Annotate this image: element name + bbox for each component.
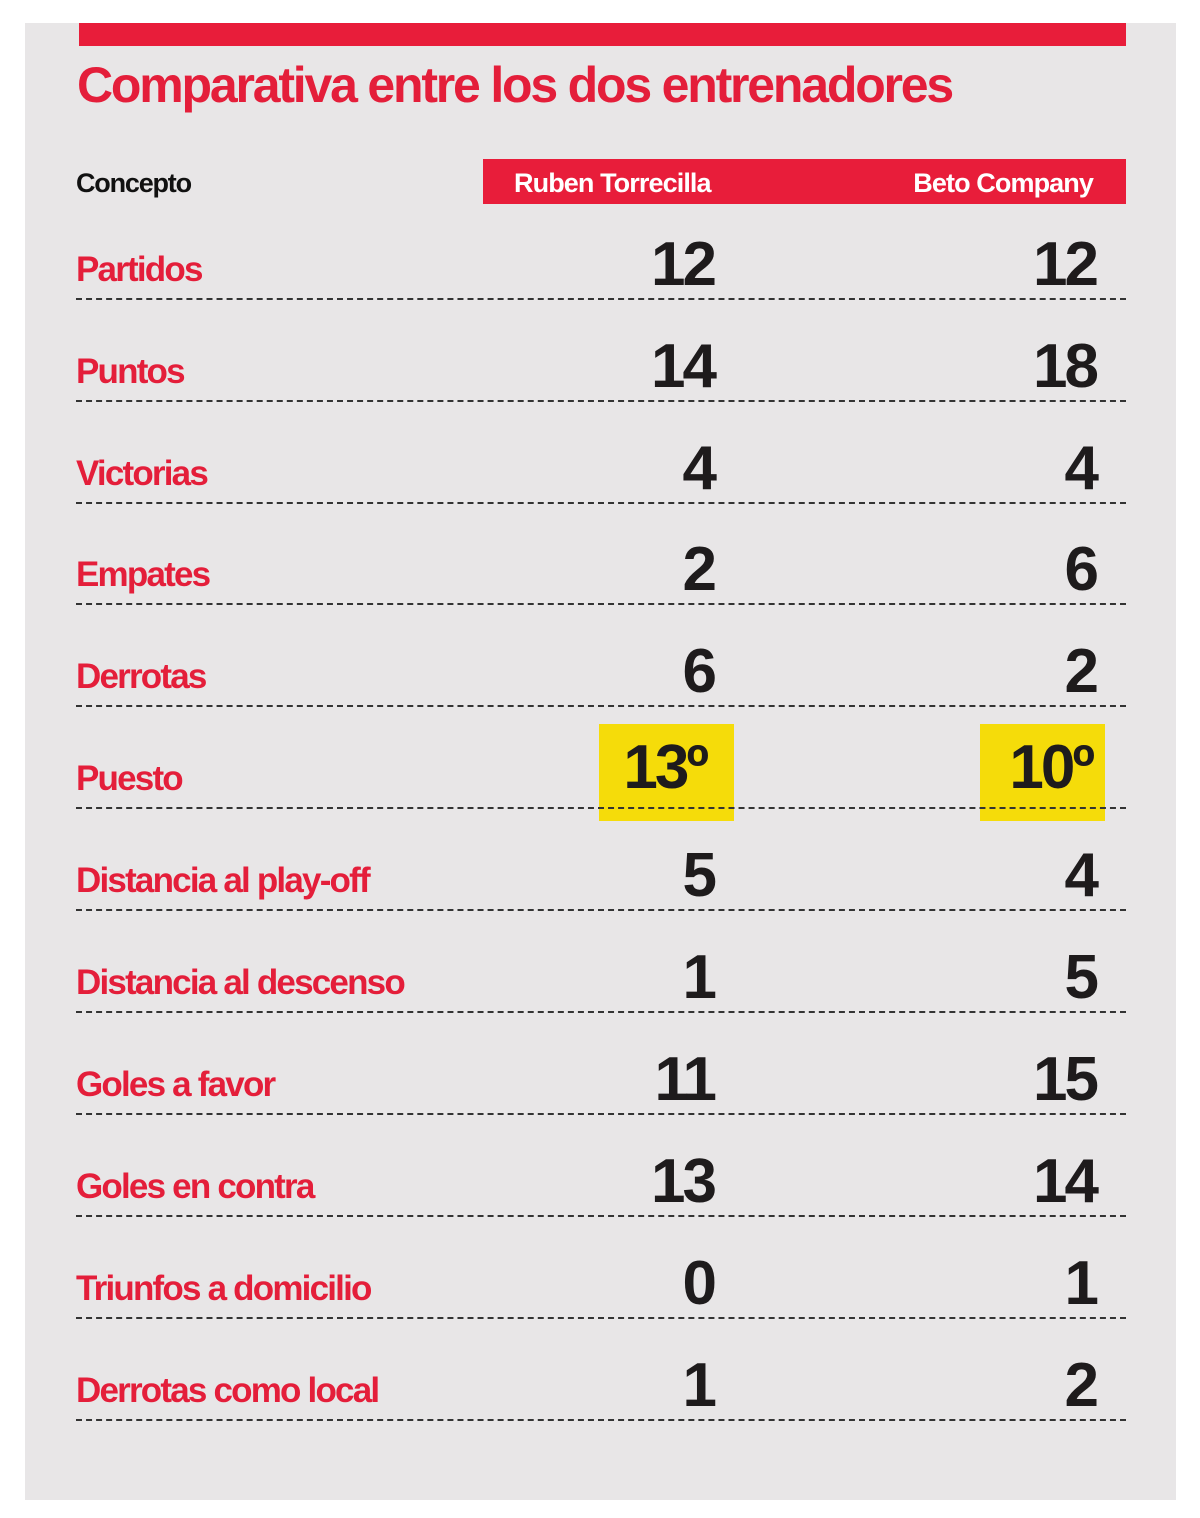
- highlight-puesto-company: [980, 724, 1105, 821]
- value-torrecilla: 13º: [623, 733, 709, 802]
- row-label: Victorias: [76, 454, 209, 493]
- coach-header-company: Beto Company: [913, 168, 1094, 198]
- row-divider: [76, 603, 1126, 605]
- row-divider: [76, 298, 1126, 300]
- table-row: Derrotas 6 2: [76, 606, 1126, 707]
- row-divider: [76, 1113, 1126, 1115]
- table-row: Derrotas como local 1 2: [76, 1320, 1126, 1421]
- value-torrecilla: 6: [682, 637, 718, 706]
- value-company: 12: [1033, 230, 1099, 299]
- row-label: Distancia al play-off: [76, 861, 371, 900]
- table-row: Goles a favor 11 15: [76, 1014, 1126, 1115]
- value-company: 15: [1033, 1045, 1099, 1114]
- row-divider: [76, 502, 1126, 504]
- table-row-highlighted: Puesto 13º 10º: [76, 708, 1126, 809]
- coach-header-bar: [483, 159, 1126, 204]
- table-row: Puntos 14 18: [76, 301, 1126, 402]
- value-company: 5: [1064, 943, 1100, 1012]
- top-accent-bar: [79, 23, 1126, 46]
- row-divider: [76, 807, 1126, 809]
- row-label: Puesto: [76, 759, 184, 798]
- row-label: Goles en contra: [76, 1167, 315, 1206]
- value-torrecilla: 4: [682, 434, 718, 503]
- value-torrecilla: 5: [682, 841, 718, 910]
- row-label: Goles a favor: [76, 1065, 276, 1104]
- value-torrecilla: 2: [682, 535, 718, 604]
- value-company: 2: [1064, 637, 1100, 706]
- table-row: Distancia al descenso 1 5: [76, 912, 1126, 1013]
- row-label: Derrotas como local: [76, 1371, 380, 1410]
- row-divider: [76, 705, 1126, 707]
- row-label: Empates: [76, 555, 211, 594]
- row-divider: [76, 909, 1126, 911]
- highlight-puesto-torrecilla: [599, 724, 734, 821]
- row-divider: [76, 400, 1126, 402]
- value-company: 2: [1064, 1351, 1100, 1420]
- row-divider: [76, 1215, 1126, 1217]
- row-divider: [76, 1419, 1126, 1421]
- row-label: Triunfos a domicilio: [76, 1269, 372, 1308]
- value-company: 18: [1033, 332, 1099, 401]
- table-row: Empates 2 6: [76, 504, 1126, 605]
- table-row: Goles en contra 13 14: [76, 1116, 1126, 1217]
- concept-column-header: Concepto: [76, 168, 192, 198]
- value-torrecilla: 14: [651, 332, 717, 401]
- value-torrecilla: 1: [682, 943, 718, 1012]
- row-label: Derrotas: [76, 657, 207, 696]
- coach-header-torrecilla: Ruben Torrecilla: [514, 168, 712, 198]
- table-row: Partidos 12 12: [76, 199, 1126, 300]
- value-torrecilla: 0: [682, 1249, 718, 1318]
- value-company: 4: [1064, 841, 1100, 910]
- value-torrecilla: 13: [651, 1147, 717, 1216]
- row-divider: [76, 1011, 1126, 1013]
- value-company: 14: [1033, 1147, 1099, 1216]
- table-row: Victorias 4 4: [76, 403, 1126, 504]
- value-torrecilla: 12: [651, 230, 717, 299]
- table-row: Triunfos a domicilio 0 1: [76, 1218, 1126, 1319]
- row-label: Distancia al descenso: [76, 963, 406, 1002]
- value-torrecilla: 1: [682, 1351, 718, 1420]
- row-label: Puntos: [76, 352, 186, 391]
- table-row: Distancia al play-off 5 4: [76, 810, 1126, 911]
- value-company: 10º: [1009, 733, 1095, 802]
- value-company: 6: [1064, 535, 1100, 604]
- row-label: Partidos: [76, 250, 203, 289]
- value-torrecilla: 11: [654, 1045, 717, 1114]
- value-company: 4: [1064, 434, 1100, 503]
- value-company: 1: [1064, 1249, 1100, 1318]
- row-divider: [76, 1317, 1126, 1319]
- infographic-title: Comparativa entre los dos entrenadores: [77, 57, 954, 113]
